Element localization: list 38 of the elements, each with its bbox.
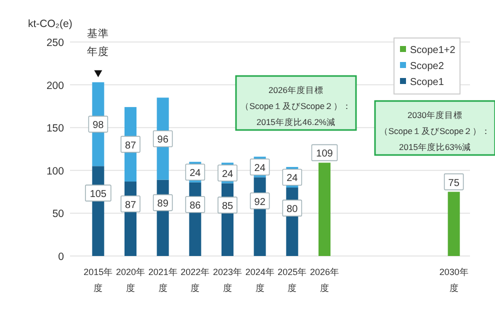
data-label: 109 [316,148,334,160]
data-label: 24 [254,162,266,174]
annotation: 基準年度 [87,27,110,58]
data-label: 24 [286,173,298,184]
x-tick-label: 2022年度 [180,267,210,293]
data-label: 87 [124,140,136,152]
x-tick-label: 2015年度 [84,267,113,293]
data-label: 96 [157,134,169,146]
data-label: 92 [254,196,266,208]
data-label: 80 [286,204,298,216]
legend-label: Scope1+2 [410,45,456,56]
data-label: 87 [124,200,136,211]
y-tick-label: 200 [46,80,64,92]
data-label: 86 [190,200,202,212]
x-tick-label: 2020年度 [116,267,146,293]
y-tick-label: 0 [58,251,64,263]
x-tick-label: 2030年度 [439,267,468,293]
y-tick-label: 100 [46,165,64,178]
legend-label: Scope1 [410,77,444,88]
x-tick-label: 2025年度 [278,267,307,293]
data-label: 24 [222,168,234,180]
x-tick-label: 2026年度 [310,267,340,293]
legend-label: Scope2 [410,61,444,72]
y-tick-label: 150 [46,122,64,135]
data-label: 105 [90,189,107,200]
x-tick-label: 2023年度 [212,267,242,293]
annotation: 2030年度目標（Scope１及びScope２）：2015年度比63%減 [379,110,491,152]
y-axis-title: kt-CO₂(e) [28,18,72,30]
data-label: 24 [190,168,202,180]
data-label: 89 [157,198,169,210]
x-tick-label: 2021年度 [148,267,178,293]
data-label: 85 [222,201,234,212]
y-tick-label: 50 [52,208,64,220]
annotation: 2026年度目標（Scope１及びScope２）：2015年度比46.2%減 [240,85,352,127]
data-label: 75 [448,178,460,189]
y-tick-label: 250 [46,37,64,49]
data-label: 98 [92,120,104,132]
x-tick-label: 2024年度 [245,267,274,293]
